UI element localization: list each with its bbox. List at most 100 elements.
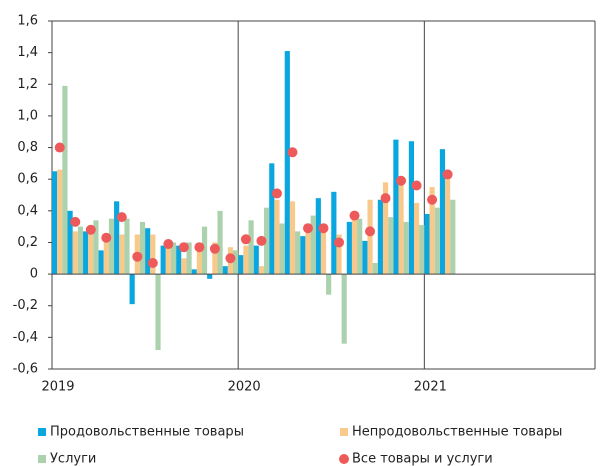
y-tick-label: -0,6 <box>13 362 38 377</box>
dot <box>163 239 174 250</box>
bar <box>57 169 63 275</box>
dot <box>70 216 81 227</box>
bar <box>351 217 358 275</box>
bar <box>253 245 259 275</box>
bar <box>439 149 446 275</box>
dot <box>318 223 329 234</box>
y-tick-label: 0,8 <box>17 140 38 155</box>
dot <box>240 234 251 245</box>
legend-label: Услуги <box>50 452 96 466</box>
bar <box>83 231 89 275</box>
legend-label: Продовольственные товары <box>50 425 244 440</box>
legend-label: Непродовольственные товары <box>352 425 562 440</box>
y-tick-label: 1,2 <box>17 77 38 92</box>
y-tick-label: -0,4 <box>13 330 38 345</box>
x-tick-label: 2019 <box>41 380 74 395</box>
bar <box>419 225 425 275</box>
bar <box>408 141 414 275</box>
bar <box>372 263 378 275</box>
bar <box>243 245 249 275</box>
bar <box>145 228 151 275</box>
bar <box>119 234 125 275</box>
bar <box>357 218 363 275</box>
dot <box>116 212 127 223</box>
bar <box>403 221 409 275</box>
bar <box>103 239 109 275</box>
bar <box>186 242 192 275</box>
y-tick-label: 0,4 <box>17 203 38 218</box>
dot <box>334 237 345 248</box>
bar <box>445 172 451 275</box>
dot <box>101 232 112 243</box>
bar <box>264 207 270 275</box>
dot <box>147 258 158 269</box>
dot <box>225 253 236 264</box>
bar <box>160 245 166 275</box>
bar <box>233 250 239 275</box>
bar <box>450 199 456 275</box>
y-tick-label: 1,0 <box>17 108 38 123</box>
bar <box>196 245 202 275</box>
dot <box>54 142 65 153</box>
y-tick-label: 1,6 <box>17 14 38 29</box>
bar <box>310 215 316 275</box>
y-tick-label: 0,2 <box>17 235 38 250</box>
bar <box>346 221 352 275</box>
bar <box>217 210 223 275</box>
bar <box>181 258 187 275</box>
bar <box>191 269 197 275</box>
y-tick-label: 1,4 <box>17 45 38 60</box>
bar <box>393 139 399 275</box>
bar <box>367 199 373 275</box>
bar <box>176 245 182 275</box>
bar <box>170 242 177 275</box>
bar <box>258 266 265 275</box>
legend-swatch <box>340 428 348 436</box>
dot <box>442 169 453 180</box>
bar <box>315 198 321 275</box>
bar <box>305 226 311 275</box>
bar <box>201 226 208 275</box>
bar <box>382 182 389 275</box>
x-tick-label: 2021 <box>414 380 447 395</box>
bar <box>424 213 430 275</box>
bar <box>52 171 58 275</box>
dot <box>209 243 220 254</box>
bar <box>98 250 104 275</box>
bar <box>129 274 135 305</box>
dot <box>365 226 376 237</box>
dot <box>256 235 267 246</box>
dot <box>349 210 360 221</box>
bar <box>62 85 68 275</box>
bar <box>108 218 115 275</box>
bar <box>398 185 404 275</box>
bar <box>114 201 120 275</box>
dot <box>178 242 189 253</box>
bar <box>341 274 347 344</box>
dot <box>396 175 407 186</box>
dot <box>85 224 96 235</box>
dot <box>194 242 205 253</box>
legend-label: Все товары и услуги <box>352 452 493 466</box>
bar <box>165 242 171 275</box>
bar <box>88 234 94 275</box>
legend-swatch <box>339 454 349 464</box>
bar <box>77 226 84 275</box>
bar <box>388 217 394 275</box>
bar <box>331 191 337 275</box>
bar <box>362 240 368 275</box>
bar <box>139 221 146 275</box>
bar <box>414 202 420 275</box>
y-tick-label: 0 <box>30 267 38 282</box>
dot <box>411 180 422 191</box>
bar <box>300 236 306 275</box>
bar <box>248 220 254 275</box>
bar <box>269 163 275 275</box>
bar <box>124 218 130 275</box>
dot <box>302 223 313 234</box>
bar <box>207 274 213 279</box>
bar <box>212 242 218 275</box>
bar <box>295 231 301 275</box>
legend-swatch <box>38 455 46 463</box>
